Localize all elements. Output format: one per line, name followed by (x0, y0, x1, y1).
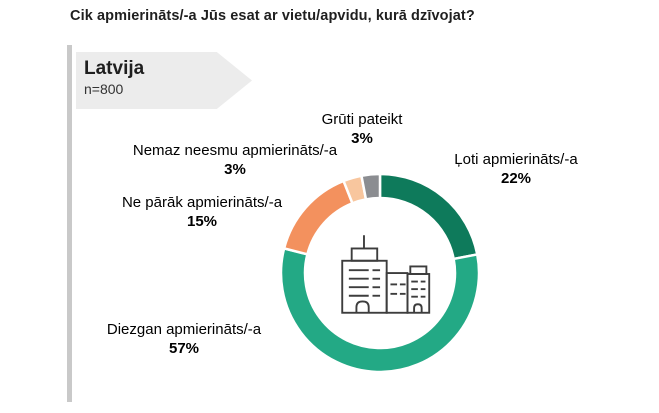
slice-label-diezgan-apmierinats: Diezgan apmierināts/-a 57% (107, 320, 261, 358)
slice-label-gruti-pateikt: Grūti pateikt 3% (322, 110, 403, 148)
slice-percentage: 15% (186, 213, 218, 230)
slice-percentage: 3% (224, 161, 246, 178)
city-buildings-icon (341, 235, 431, 314)
sample-size: n=800 (84, 81, 124, 97)
country-name: Latvija (84, 58, 145, 79)
slice-category: Ne pārāk apmierināts/-a (121, 194, 283, 211)
slice-label-ne-parak-apmierinats: Ne pārāk apmierināts/-a 15% (122, 193, 282, 231)
slice-label-nemaz-neesmu-apmierinats: Nemaz neesmu apmierināts/-a 3% (133, 141, 337, 179)
donut-slice-4 (360, 172, 382, 201)
slice-category: Ļoti apmierināts/-a (454, 151, 578, 168)
slice-percentage: 3% (351, 130, 373, 147)
slice-category: Diezgan apmierināts/-a (106, 321, 262, 338)
slice-label-loti-apmierinats: Ļoti apmierināts/-a 22% (454, 150, 577, 188)
slice-category: Grūti pateikt (321, 111, 403, 128)
donut-slice-1 (279, 247, 481, 374)
country-banner: Latvija n=800 (76, 52, 252, 109)
donut-chart (279, 172, 481, 374)
slice-category: Nemaz neesmu apmierināts/-a (132, 142, 338, 159)
slice-percentage: 57% (168, 340, 200, 357)
page-title: Cik apmierināts/-a Jūs esat ar vietu/apv… (70, 8, 475, 24)
slice-percentage: 22% (500, 170, 532, 187)
left-accent-bar (67, 45, 72, 402)
